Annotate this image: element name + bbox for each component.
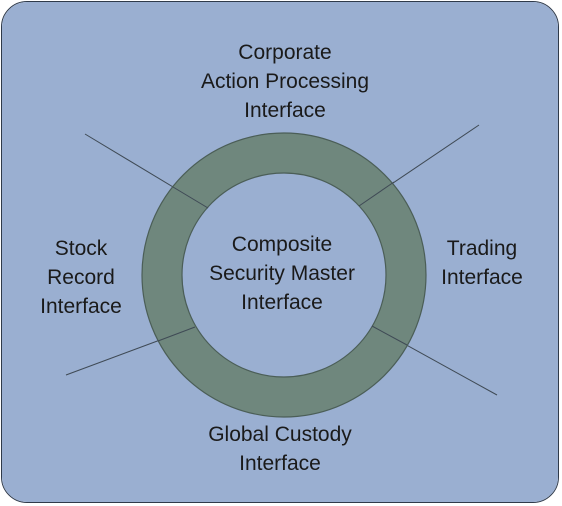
interface-ring-outer-edge bbox=[141, 132, 427, 418]
trading-interface-label: Trading Interface bbox=[441, 237, 523, 289]
connector-bottom-right-ring-segment bbox=[371, 325, 408, 346]
connector-top-right-ring-segment bbox=[358, 181, 395, 207]
corporate-action-processing-interface-label: Corporate Action Processing Interface bbox=[200, 41, 370, 122]
composite-security-master-interface-label: Composite Security Master Interface bbox=[209, 233, 355, 314]
connector-bottom-left-ring-segment bbox=[157, 326, 196, 342]
interface-ring bbox=[142, 133, 426, 417]
connector-top-left-ring-segment bbox=[172, 186, 209, 209]
global-custody-interface-label: Global Custody Interface bbox=[208, 423, 352, 475]
interface-ring-inner-edge bbox=[181, 172, 387, 378]
stock-record-interface-label: Stock Record Interface bbox=[40, 237, 122, 318]
